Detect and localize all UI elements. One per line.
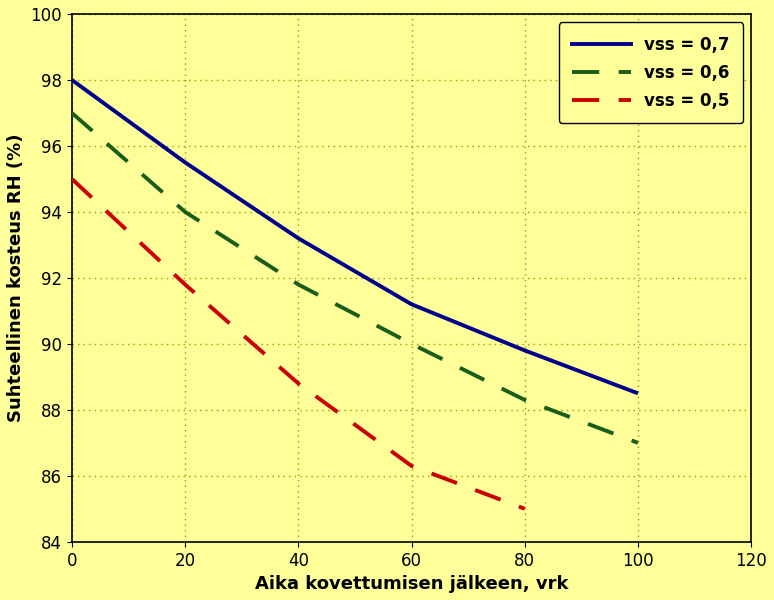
Legend: vss = 0,7, vss = 0,6, vss = 0,5: vss = 0,7, vss = 0,6, vss = 0,5 <box>559 22 743 123</box>
X-axis label: Aika kovettumisen jälkeen, vrk: Aika kovettumisen jälkeen, vrk <box>255 575 568 593</box>
Y-axis label: Suhteellinen kosteus RH (%): Suhteellinen kosteus RH (%) <box>7 134 25 422</box>
